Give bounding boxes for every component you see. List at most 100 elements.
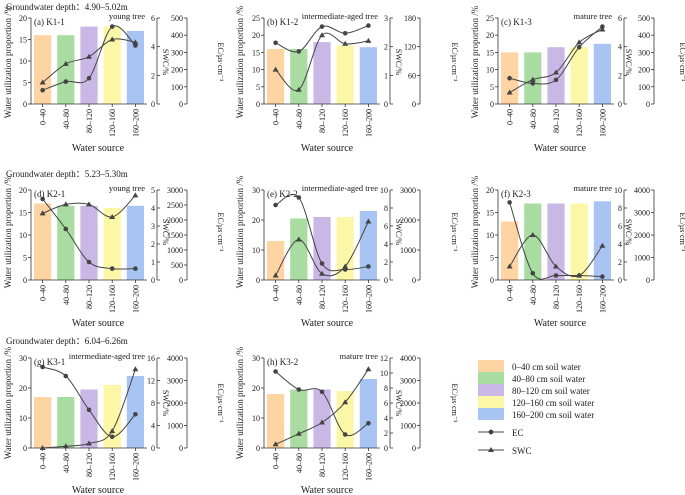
ec-point-k2-3-1 — [530, 271, 536, 276]
x-axis-title-e: Water source — [301, 318, 354, 329]
tick-label-ec-k3-2-1: 1000 — [400, 422, 416, 431]
swc-point-k2-1-2 — [86, 201, 92, 207]
tick-label-left-k1-1-4: 20 — [19, 14, 27, 23]
ec-point-k1-3-3 — [576, 44, 582, 50]
tick-label-left-k2-1-2: 10 — [19, 231, 27, 240]
tick-label-swc-k3-1-2: 8 — [151, 399, 155, 408]
tick-label-ec-k2-1-2: 1000 — [167, 246, 183, 255]
tick-label-x-k1-3-1: 40–80 — [529, 109, 538, 129]
tick-label-swc-k3-1-1: 4 — [151, 422, 155, 431]
swc-point-k2-1-0 — [39, 210, 46, 216]
swc-point-k1-1-1 — [62, 60, 69, 66]
tick-label-x-k2-2-2: 80–120 — [318, 285, 327, 309]
tick-label-swc-k3-2-0: 0 — [384, 444, 388, 453]
tick-label-x-k2-3-2: 80–120 — [552, 285, 561, 309]
tick-label-left-k2-3-0: 0 — [490, 276, 494, 285]
tick-label-x-k2-2-1: 40–80 — [295, 285, 304, 305]
ec-point-k3-1-2 — [86, 407, 92, 413]
swc-point-k2-2-2 — [319, 270, 325, 276]
tick-label-x-k1-2-3: 120–160 — [341, 109, 350, 137]
y-ec-title-a: EC/μs·cm⁻¹ — [216, 43, 225, 83]
tree-label-k3-2: mature tree — [340, 351, 379, 361]
ec-point-k2-2-2 — [319, 261, 325, 266]
tick-label-x-k1-1-0: 0–40 — [39, 109, 48, 125]
tick-label-swc-k2-2-0: 0 — [384, 276, 388, 285]
swc-point-k3-2-2 — [319, 419, 325, 425]
tick-label-left-k1-3-0: 0 — [490, 100, 494, 109]
bar-k3-1-1 — [57, 397, 75, 448]
tick-label-ec-k2-3-2: 2000 — [634, 231, 650, 240]
swc-point-k3-1-2 — [86, 440, 92, 446]
ec-point-k1-1-3 — [109, 24, 115, 29]
tick-label-x-k3-2-4: 160–200 — [364, 453, 373, 481]
ec-point-k2-3-2 — [553, 273, 559, 278]
tree-label-k1-3: mature tree — [574, 11, 613, 21]
tick-label-ec-k1-1-5: 500 — [171, 14, 183, 23]
tick-label-x-k2-1-1: 40–80 — [62, 285, 71, 305]
tick-label-swc-k2-2-4: 8 — [384, 204, 388, 213]
tick-label-x-k1-3-2: 80–120 — [552, 109, 561, 133]
tick-label-swc-k2-1-1: 1 — [151, 258, 155, 267]
tick-label-ec-k2-2-2: 2000 — [400, 216, 416, 225]
tick-label-ec-k1-2-2: 120 — [404, 43, 416, 52]
ec-point-k3-2-0 — [273, 369, 278, 374]
legend-swatch-4 — [478, 408, 504, 420]
tick-label-swc-k1-1-2: 4 — [151, 43, 155, 52]
ec-point-k3-2-3 — [342, 432, 348, 437]
tick-label-ec-k1-1-2: 200 — [171, 66, 183, 75]
x-axis-title-a: Water source — [72, 143, 125, 154]
y-left-title-f: Water utilization proportion /% — [470, 175, 480, 288]
swc-point-k3-1-0 — [39, 445, 46, 450]
tick-label-swc-k2-3-5: 10 — [614, 186, 622, 195]
tick-label-ec-k3-2-4: 4000 — [400, 354, 416, 363]
bar-k1-3-3 — [570, 47, 588, 104]
tick-label-x-k2-1-3: 120–160 — [108, 285, 117, 313]
tick-label-ec-k2-3-0: 0 — [646, 276, 650, 285]
tick-label-swc-k1-3-1: 2 — [618, 71, 622, 80]
ec-point-k3-2-1 — [296, 387, 302, 392]
panel-label-k2-3: (f) K2-3 — [501, 189, 531, 199]
legend-ec-marker — [488, 429, 494, 435]
legend-swc-label: SWC — [512, 446, 532, 456]
tick-label-left-k1-2-1: 5 — [256, 83, 260, 92]
tick-label-x-k1-1-1: 40–80 — [62, 109, 71, 129]
swc-point-k2-1-3 — [109, 214, 116, 219]
tick-label-swc-k1-3-3: 6 — [618, 14, 622, 23]
tick-label-ec-k3-2-0: 0 — [412, 444, 416, 453]
ec-point-k2-1-1 — [63, 226, 69, 232]
tick-label-ec-k3-2-3: 3000 — [400, 377, 416, 386]
tick-label-swc-k2-3-2: 4 — [618, 240, 622, 249]
bar-k1-1-3 — [103, 26, 121, 105]
bar-k3-1-3 — [103, 385, 121, 448]
tick-label-x-k3-2-1: 40–80 — [295, 453, 304, 473]
ec-point-k1-3-0 — [507, 75, 512, 81]
tick-label-ec-k1-3-3: 300 — [638, 48, 650, 57]
tick-label-left-k2-3-3: 15 — [486, 209, 494, 218]
ec-point-k1-3-2 — [553, 77, 559, 83]
legend-swatch-3 — [478, 396, 504, 408]
tick-label-x-k1-3-4: 160–200 — [598, 109, 607, 137]
y-ec-title-c: EC/μs·cm⁻¹ — [678, 43, 685, 83]
panel-label-k1-3: (c) K1-3 — [501, 17, 532, 27]
tree-label-k2-3: mature tree — [574, 183, 613, 193]
panel-k3-1: 0 10 20 30 0–40 40–80 80–120 120–160 160–200 0 4 8 1… — [19, 351, 188, 481]
tick-label-left-k2-1-0: 0 — [23, 276, 27, 285]
tick-label-swc-k2-2-1: 2 — [384, 258, 388, 267]
tick-label-left-k1-2-0: 0 — [256, 100, 260, 109]
bar-k2-1-2 — [80, 205, 98, 281]
swc-point-k1-2-1 — [295, 86, 302, 92]
tick-label-x-k3-1-0: 0–40 — [39, 453, 48, 469]
bar-k1-1-1 — [57, 35, 75, 105]
tick-label-ec-k2-3-1: 1000 — [634, 254, 650, 263]
y-swc-title-d: SWC/% — [161, 219, 170, 246]
ec-point-k2-2-1 — [296, 195, 302, 200]
bar-k2-3-2 — [547, 203, 565, 280]
tick-label-swc-k3-2-3: 6 — [384, 399, 388, 408]
tick-label-swc-k3-1-3: 12 — [147, 377, 155, 386]
tick-label-x-k2-2-3: 120–160 — [341, 285, 350, 313]
tick-label-left-k1-3-1: 5 — [490, 83, 494, 92]
bar-k1-2-0 — [267, 49, 285, 104]
bar-k1-3-2 — [547, 47, 565, 104]
tick-label-left-k2-3-1: 5 — [490, 254, 494, 263]
